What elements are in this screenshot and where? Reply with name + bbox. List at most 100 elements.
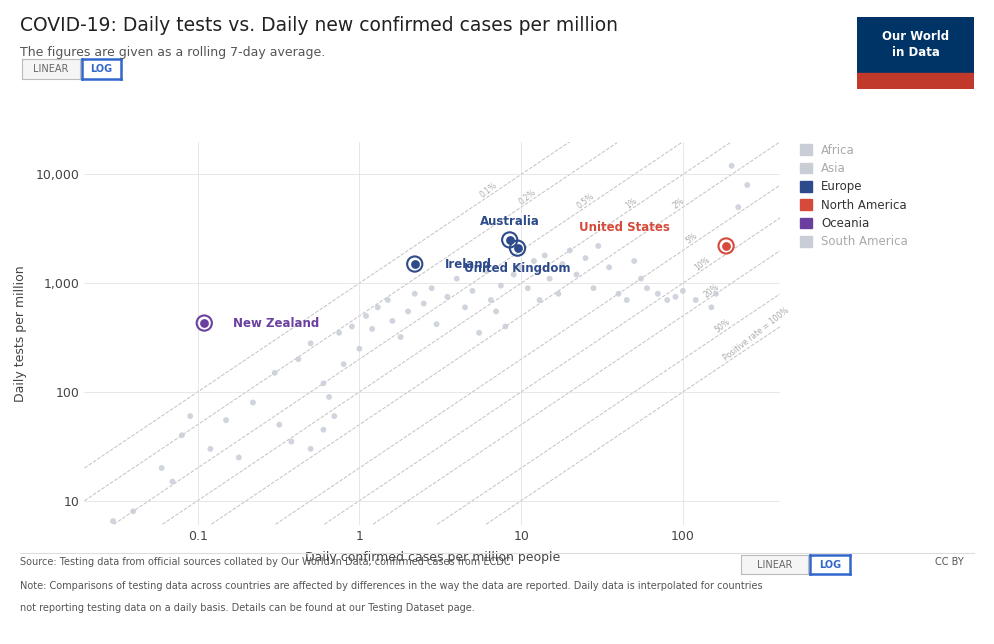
Text: COVID-19: Daily tests vs. Daily new confirmed cases per million: COVID-19: Daily tests vs. Daily new conf… bbox=[20, 16, 618, 35]
Point bbox=[668, 292, 684, 302]
Point bbox=[196, 318, 212, 328]
Point bbox=[380, 295, 396, 305]
Point bbox=[633, 274, 649, 284]
Text: 50%: 50% bbox=[714, 317, 733, 335]
Text: 10%: 10% bbox=[693, 256, 712, 273]
Text: LINEAR: LINEAR bbox=[33, 64, 69, 74]
Point bbox=[407, 259, 422, 269]
Point bbox=[370, 302, 386, 312]
Point bbox=[520, 283, 536, 293]
Point bbox=[315, 424, 331, 435]
Text: Note: Comparisons of testing data across countries are affected by differences i: Note: Comparisons of testing data across… bbox=[20, 581, 762, 591]
Text: CC BY: CC BY bbox=[935, 557, 964, 567]
Text: Ireland: Ireland bbox=[445, 258, 492, 270]
Point bbox=[464, 286, 480, 296]
Point bbox=[203, 444, 219, 454]
Point bbox=[510, 243, 526, 253]
Point bbox=[352, 343, 368, 354]
Point bbox=[506, 269, 522, 279]
Text: The figures are given as a rolling 7-day average.: The figures are given as a rolling 7-day… bbox=[20, 46, 325, 59]
Point bbox=[336, 359, 352, 370]
Point bbox=[626, 256, 642, 266]
Point bbox=[439, 292, 455, 302]
Point bbox=[428, 319, 444, 329]
Text: United Kingdom: United Kingdom bbox=[464, 261, 571, 275]
Point bbox=[569, 269, 584, 279]
Point bbox=[578, 253, 593, 263]
Text: in Data: in Data bbox=[892, 46, 939, 59]
Point bbox=[708, 289, 724, 299]
Point bbox=[488, 307, 504, 317]
Point bbox=[401, 307, 416, 317]
Point bbox=[585, 283, 601, 293]
Point bbox=[182, 411, 198, 421]
Point bbox=[477, 265, 493, 276]
Text: 2%: 2% bbox=[672, 196, 687, 211]
Point bbox=[407, 289, 422, 299]
Text: 5%: 5% bbox=[684, 231, 699, 246]
Point bbox=[415, 298, 431, 308]
Point bbox=[326, 411, 342, 421]
Text: Positive rate = 100%: Positive rate = 100% bbox=[722, 305, 791, 362]
Point bbox=[303, 338, 319, 348]
Point bbox=[218, 415, 234, 425]
Point bbox=[510, 243, 526, 253]
Point bbox=[502, 235, 518, 245]
Point bbox=[513, 262, 529, 272]
Text: Source: Testing data from official sources collated by Our World in Data, confir: Source: Testing data from official sourc… bbox=[20, 557, 511, 567]
Point bbox=[303, 444, 319, 454]
Point bbox=[493, 281, 509, 291]
Text: Our World: Our World bbox=[882, 30, 949, 43]
Point bbox=[542, 274, 558, 284]
Point bbox=[551, 289, 567, 299]
Text: LINEAR: LINEAR bbox=[756, 560, 792, 570]
Point bbox=[271, 419, 287, 430]
Point bbox=[740, 180, 755, 190]
Text: United States: United States bbox=[580, 220, 670, 234]
Point bbox=[555, 259, 571, 269]
Text: 20%: 20% bbox=[702, 282, 721, 299]
Text: Australia: Australia bbox=[480, 214, 540, 227]
Point bbox=[731, 202, 746, 213]
Text: not reporting testing data on a daily basis. Details can be found at our Testing: not reporting testing data on a daily ba… bbox=[20, 603, 474, 614]
Point bbox=[659, 295, 675, 305]
Bar bbox=[857, 73, 974, 89]
Point bbox=[125, 506, 141, 516]
Point bbox=[590, 241, 606, 251]
Point bbox=[718, 241, 734, 251]
Point bbox=[639, 283, 655, 293]
Point bbox=[154, 463, 170, 473]
Point bbox=[105, 516, 121, 526]
Point bbox=[423, 283, 439, 293]
Y-axis label: Daily tests per million: Daily tests per million bbox=[15, 265, 28, 402]
Point bbox=[532, 295, 548, 305]
Point bbox=[266, 368, 282, 378]
Point bbox=[315, 378, 331, 388]
Text: LOG: LOG bbox=[819, 560, 841, 570]
Text: New Zealand: New Zealand bbox=[233, 317, 319, 330]
Point bbox=[321, 392, 337, 402]
Point bbox=[526, 256, 542, 266]
Point bbox=[650, 289, 666, 299]
Text: 0.2%: 0.2% bbox=[517, 187, 538, 206]
Text: 0.1%: 0.1% bbox=[478, 181, 498, 200]
Point bbox=[601, 262, 617, 272]
Point bbox=[407, 259, 422, 269]
Point bbox=[174, 430, 190, 440]
Point bbox=[196, 318, 212, 328]
Point bbox=[483, 295, 499, 305]
Legend: Africa, Asia, Europe, North America, Oceania, South America: Africa, Asia, Europe, North America, Oce… bbox=[800, 144, 909, 249]
Point bbox=[358, 311, 374, 321]
Point bbox=[457, 302, 473, 312]
Point bbox=[385, 316, 401, 326]
Point bbox=[283, 437, 299, 447]
X-axis label: Daily confirmed cases per million people: Daily confirmed cases per million people bbox=[305, 551, 560, 564]
Point bbox=[610, 289, 626, 299]
Point bbox=[619, 295, 635, 305]
Point bbox=[724, 160, 740, 171]
Point bbox=[290, 354, 306, 365]
Point bbox=[704, 302, 720, 312]
Point bbox=[393, 332, 409, 342]
Point bbox=[165, 477, 181, 487]
Point bbox=[502, 235, 518, 245]
